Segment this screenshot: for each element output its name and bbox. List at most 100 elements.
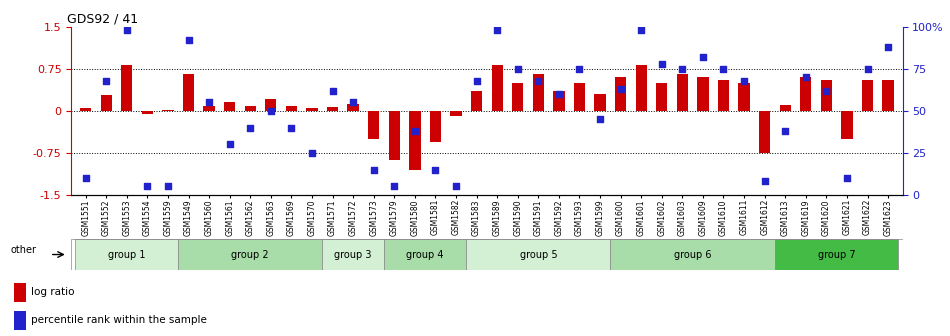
Bar [821,80,832,111]
Text: group 2: group 2 [232,250,269,259]
Text: group 1: group 1 [108,250,145,259]
Bar [265,98,276,111]
Bar [450,111,462,117]
Text: group 5: group 5 [520,250,557,259]
Bar [14,311,27,330]
Bar [595,94,606,111]
Bar [533,75,544,111]
Point [634,28,649,33]
Bar [322,239,384,270]
Bar [471,91,483,111]
Point [140,184,155,189]
Bar [883,80,894,111]
Point [119,28,134,33]
Point [674,66,690,72]
Point [469,78,484,83]
Bar [759,111,770,153]
Point [736,78,751,83]
Point [510,66,525,72]
Point [161,184,176,189]
Bar [656,83,668,111]
Bar [244,107,256,111]
Point [551,91,566,97]
Bar [738,83,750,111]
Bar [327,107,338,111]
Point [242,125,257,130]
Point [78,175,93,181]
Text: group 6: group 6 [674,250,712,259]
Bar [179,239,322,270]
Bar [780,105,791,111]
Point [366,167,381,172]
Bar [610,239,775,270]
Point [572,66,587,72]
Point [819,88,834,93]
Point [263,108,278,114]
Point [448,184,464,189]
Point [778,128,793,134]
Text: log ratio: log ratio [30,288,74,297]
Point [180,38,196,43]
Point [860,66,875,72]
Point [201,100,217,105]
Bar [429,111,441,142]
Text: group 4: group 4 [407,250,444,259]
Bar [842,111,852,139]
Text: percentile rank within the sample: percentile rank within the sample [30,316,207,326]
Text: group 7: group 7 [818,250,855,259]
Bar [75,239,179,270]
Bar [718,80,730,111]
Point [304,150,319,156]
Point [325,88,340,93]
Point [881,44,896,50]
Bar [676,75,688,111]
Bar [162,110,174,111]
Bar [142,111,153,114]
Point [387,184,402,189]
Point [695,54,711,60]
Bar [775,239,899,270]
Bar [553,91,564,111]
Bar [203,107,215,111]
Bar [368,111,379,139]
Bar [384,239,466,270]
Point [222,142,238,147]
Point [655,61,670,67]
Bar [862,80,873,111]
Point [757,179,772,184]
Bar [348,104,359,111]
Point [716,66,732,72]
Bar [101,95,112,111]
Bar [389,111,400,160]
Point [840,175,855,181]
Text: GDS92 / 41: GDS92 / 41 [67,13,138,26]
Point [593,117,608,122]
Bar [466,239,610,270]
Point [613,86,628,92]
Text: group 3: group 3 [334,250,371,259]
Bar [80,108,91,111]
Bar [574,83,585,111]
Bar [286,107,297,111]
Bar [512,83,523,111]
Bar [182,75,194,111]
Bar [636,65,647,111]
Text: other: other [10,245,37,255]
Bar [224,102,236,111]
Point [99,78,114,83]
Point [346,100,361,105]
Point [428,167,443,172]
Point [408,128,423,134]
Bar [122,65,132,111]
Point [284,125,299,130]
Point [531,78,546,83]
Point [489,28,504,33]
Bar [409,111,421,170]
Bar [800,77,811,111]
Bar [306,108,317,111]
Bar [615,77,626,111]
Bar [697,77,709,111]
Bar [491,65,503,111]
Point [798,75,813,80]
Bar [14,283,27,302]
